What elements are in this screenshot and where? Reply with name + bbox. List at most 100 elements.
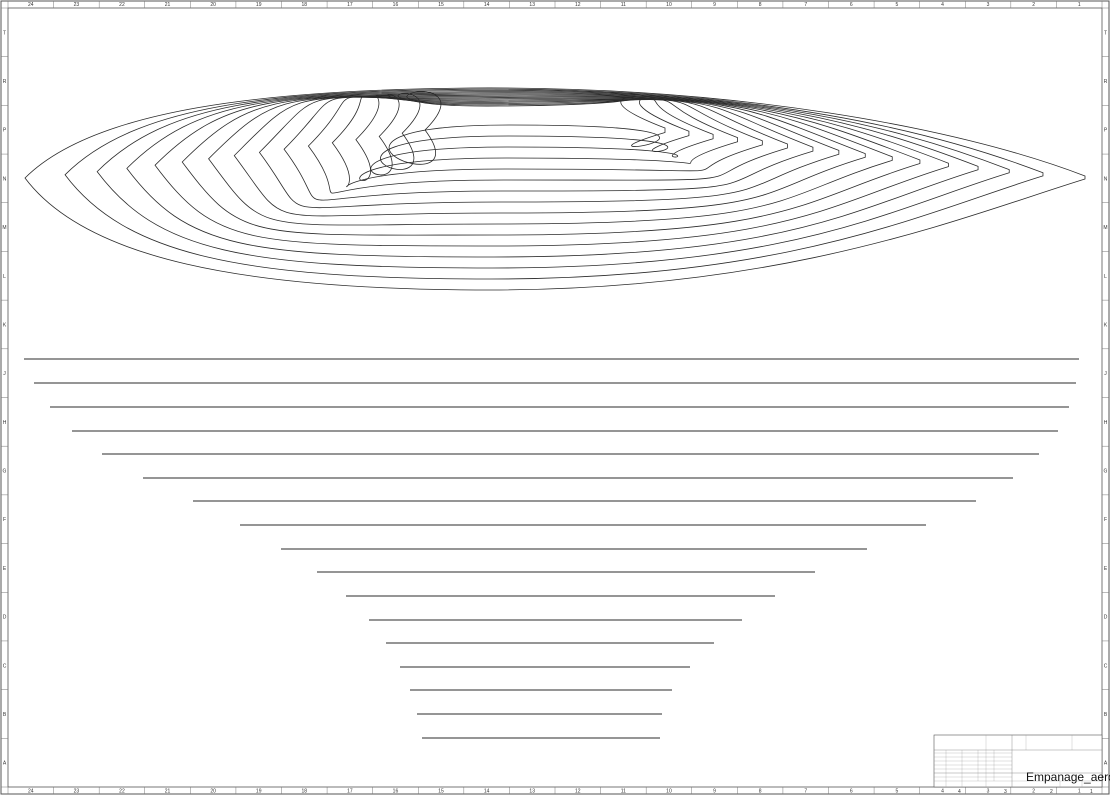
top-column-label: 18 xyxy=(302,2,308,8)
top-column-label: 16 xyxy=(393,2,399,8)
bottom-column-label: 21 xyxy=(165,789,171,795)
top-column-label: 12 xyxy=(575,2,581,8)
bottom-column-label: 12 xyxy=(575,789,581,795)
bottom-column-label: 3 xyxy=(987,789,990,795)
airfoil-contour xyxy=(233,95,866,217)
airfoil-contour xyxy=(126,91,979,258)
bottom-column-label: 5 xyxy=(895,789,898,795)
top-column-label: 6 xyxy=(850,2,853,8)
right-row-label: C xyxy=(1104,663,1108,669)
right-row-label: R xyxy=(1104,79,1108,85)
right-row-label: F xyxy=(1104,517,1107,523)
airfoil-contour xyxy=(208,94,893,226)
right-row-label: D xyxy=(1104,615,1108,621)
left-row-label: P xyxy=(3,128,7,134)
top-column-label: 7 xyxy=(804,2,807,8)
left-row-label: A xyxy=(3,761,7,767)
bottom-column-label: 2 xyxy=(1032,789,1035,795)
top-column-label: 21 xyxy=(165,2,171,8)
airfoil-contour xyxy=(96,89,1010,269)
bottom-column-label: 9 xyxy=(713,789,716,795)
right-row-label: B xyxy=(1104,712,1108,718)
top-column-label: 3 xyxy=(987,2,990,8)
bottom-column-label: 22 xyxy=(119,789,125,795)
bottom-column-label: 24 xyxy=(28,789,34,795)
top-column-label: 15 xyxy=(438,2,444,8)
bottom-column-label: 11 xyxy=(621,789,626,795)
bottom-column-label: 8 xyxy=(759,789,762,795)
bottom-column-label: 16 xyxy=(393,789,399,795)
top-column-label: 1 xyxy=(1078,2,1081,8)
bottom-column-label: 13 xyxy=(529,789,535,795)
right-row-label: G xyxy=(1104,469,1108,475)
bottom-column-label: 17 xyxy=(347,789,353,795)
right-row-label: K xyxy=(1104,322,1108,328)
top-column-label: 8 xyxy=(759,2,762,8)
top-column-label: 24 xyxy=(28,2,34,8)
right-row-label: J xyxy=(1104,371,1107,377)
right-row-label: P xyxy=(1104,128,1108,134)
top-column-label: 14 xyxy=(484,2,490,8)
left-row-label: G xyxy=(3,469,7,475)
left-row-label: C xyxy=(3,663,7,669)
top-column-label: 9 xyxy=(713,2,716,8)
title-block-col-1: 1 xyxy=(1090,789,1093,795)
title-block-col-2: 2 xyxy=(1050,789,1053,795)
top-column-label: 5 xyxy=(895,2,898,8)
left-row-label: N xyxy=(3,176,7,182)
left-row-label: B xyxy=(3,712,7,718)
bottom-column-label: 4 xyxy=(941,789,944,795)
bottom-column-label: 15 xyxy=(438,789,444,795)
bottom-column-label: 19 xyxy=(256,789,262,795)
airfoil-contour xyxy=(380,92,690,170)
left-row-label: F xyxy=(3,517,6,523)
span-lines xyxy=(24,358,1079,739)
right-row-label: M xyxy=(1103,225,1107,231)
left-row-label: J xyxy=(3,371,6,377)
right-row-label: N xyxy=(1104,176,1108,182)
title-block-col-3: 3 xyxy=(1004,789,1007,795)
airfoil-contour xyxy=(331,95,763,188)
title-block-col-4: 4 xyxy=(958,789,961,795)
airfoil-contour xyxy=(181,93,921,236)
airfoil-contour xyxy=(283,96,814,201)
bottom-column-label: 1 xyxy=(1078,789,1081,795)
top-column-label: 19 xyxy=(256,2,262,8)
left-row-label: M xyxy=(2,225,6,231)
top-column-label: 4 xyxy=(941,2,944,8)
bottom-column-label: 20 xyxy=(210,789,216,795)
airfoil-contour xyxy=(64,88,1044,280)
left-row-label: E xyxy=(3,566,7,572)
top-column-label: 22 xyxy=(119,2,125,8)
top-column-label: 17 xyxy=(347,2,353,8)
top-column-label: 11 xyxy=(621,2,626,8)
airfoil-contour xyxy=(307,96,788,194)
top-column-label: 23 xyxy=(74,2,80,8)
airfoil-contour xyxy=(370,94,714,176)
airfoil-contour xyxy=(388,91,666,165)
airfoil-section-contours xyxy=(24,87,1086,291)
airfoil-contour xyxy=(154,92,949,247)
bottom-column-label: 14 xyxy=(484,789,490,795)
left-row-label: D xyxy=(3,615,7,621)
left-row-label: K xyxy=(3,322,7,328)
drawing-name: Empanage_aerofoil xyxy=(1026,770,1110,784)
bottom-column-label: 23 xyxy=(74,789,80,795)
right-row-label: E xyxy=(1104,566,1108,572)
title-block: Empanage_aerofoil 4 3 2 1 xyxy=(933,734,1110,795)
top-column-label: 20 xyxy=(210,2,216,8)
right-row-label: L xyxy=(1104,274,1107,280)
left-row-label: L xyxy=(3,274,6,280)
bottom-column-label: 7 xyxy=(804,789,807,795)
bottom-column-label: 10 xyxy=(666,789,672,795)
left-row-label: H xyxy=(3,420,7,426)
right-row-label: T xyxy=(1104,30,1107,36)
top-column-label: 2 xyxy=(1032,2,1035,8)
top-column-label: 13 xyxy=(529,2,535,8)
airfoil-contour xyxy=(24,87,1086,291)
left-row-label: R xyxy=(3,79,7,85)
